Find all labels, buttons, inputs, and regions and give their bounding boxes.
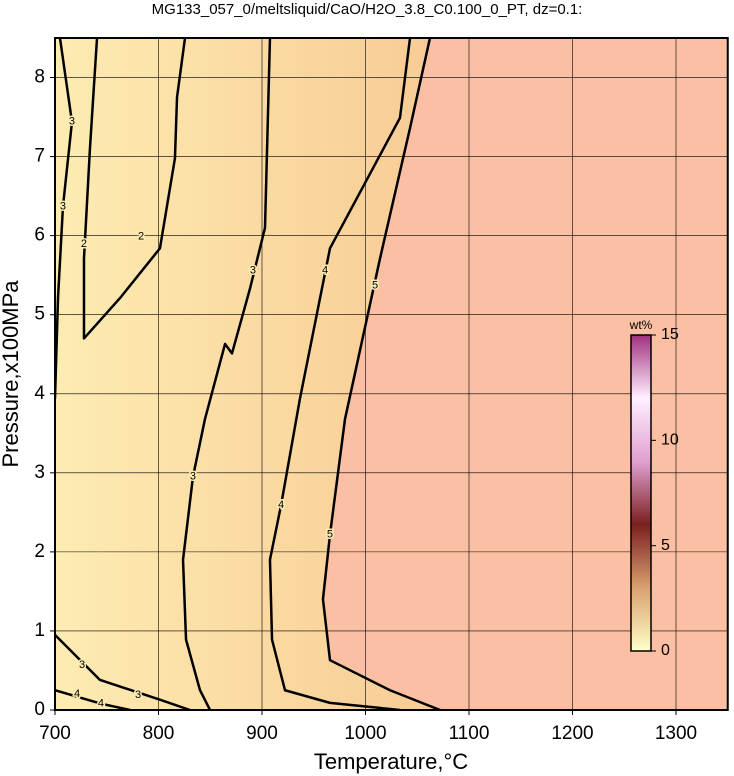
contour-label: 3 xyxy=(69,116,75,128)
contour-label: 4 xyxy=(322,264,328,276)
y-tick-label: 8 xyxy=(34,67,45,88)
y-tick-label: 1 xyxy=(34,620,45,641)
colorbar-label: wt% xyxy=(629,318,653,332)
x-tick-label: 900 xyxy=(246,723,278,744)
x-tick-label: 1000 xyxy=(344,723,386,744)
chart-title: MG133_057_0/meltsliquid/CaO/H2O_3.8_C0.1… xyxy=(152,1,583,18)
colorbar-tick-label: 10 xyxy=(661,432,679,449)
contour-label: 5 xyxy=(327,528,333,540)
y-tick-label: 0 xyxy=(34,699,45,720)
contour-line xyxy=(55,689,131,710)
contour-line xyxy=(321,38,441,710)
plot-frame xyxy=(54,37,729,711)
contour-label: 4 xyxy=(98,698,104,710)
contour-line xyxy=(82,38,187,340)
contour-line xyxy=(268,38,412,710)
colorbar xyxy=(630,334,652,652)
contour-label: 3 xyxy=(250,264,256,276)
y-axis-label: Pressure,x100MPa xyxy=(0,280,23,468)
y-tick-label: 6 xyxy=(34,225,45,246)
x-tick-label: 1300 xyxy=(655,723,697,744)
y-tick-label: 2 xyxy=(34,541,45,562)
x-tick-label: 1200 xyxy=(551,723,593,744)
contour-label: 3 xyxy=(190,471,196,483)
x-tick-label: 700 xyxy=(39,723,71,744)
contour-line xyxy=(181,38,272,710)
x-axis-label: Temperature,°C xyxy=(314,749,468,774)
contour-label: 5 xyxy=(372,279,378,291)
contour-line xyxy=(55,38,74,399)
x-tick-label: 800 xyxy=(143,723,175,744)
x-tick-label: 1100 xyxy=(449,723,490,744)
y-tick-label: 4 xyxy=(34,383,45,404)
contour-label: 3 xyxy=(79,659,85,671)
contour-label: 2 xyxy=(138,230,144,242)
contour-line xyxy=(55,634,191,710)
contour-label: 4 xyxy=(278,499,284,511)
contour-label: 3 xyxy=(60,200,66,212)
plot-area xyxy=(55,38,728,710)
y-tick-label: 7 xyxy=(34,146,45,167)
colorbar-tick-label: 5 xyxy=(661,537,670,554)
y-tick-label: 3 xyxy=(34,462,45,483)
contour-label: 4 xyxy=(74,688,80,700)
low-fill xyxy=(55,38,441,710)
colorbar-tick-label: 0 xyxy=(661,642,670,659)
colorbar-tick-label: 15 xyxy=(661,326,679,343)
contour-label: 3 xyxy=(135,689,141,701)
contour-label: 2 xyxy=(81,238,87,250)
y-tick-label: 5 xyxy=(34,304,45,325)
